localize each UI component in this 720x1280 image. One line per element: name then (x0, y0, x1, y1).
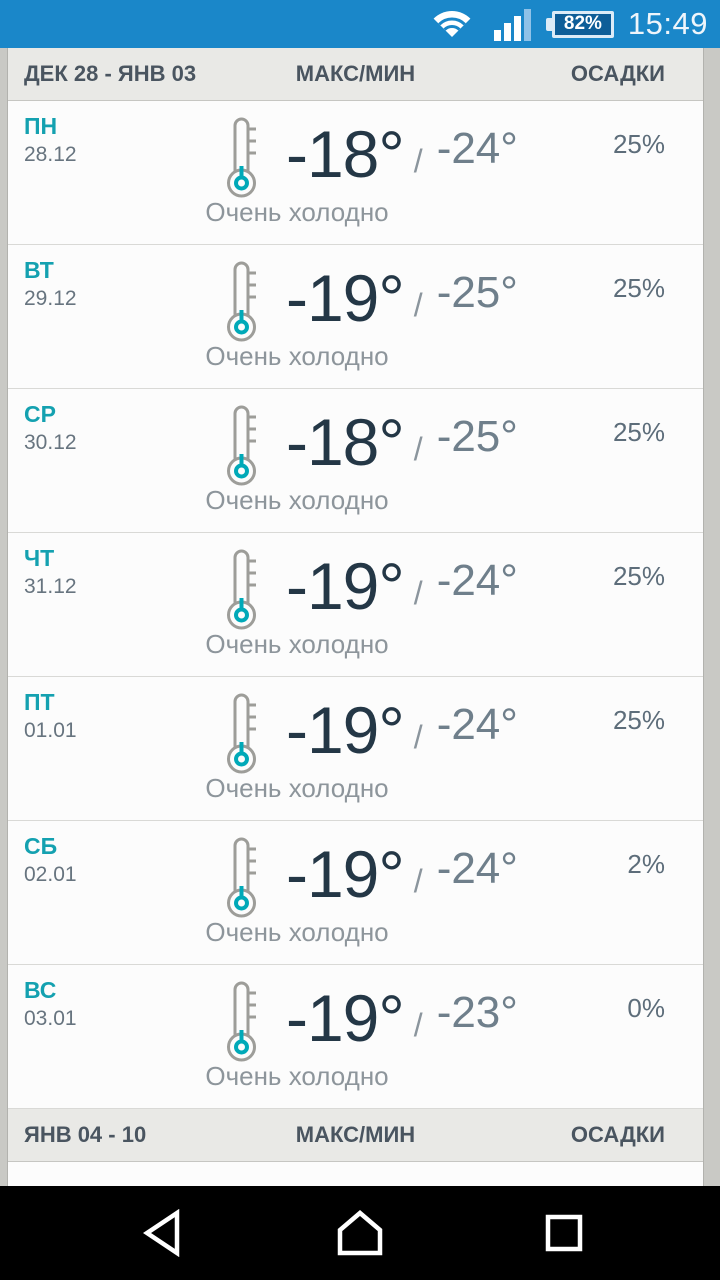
battery-percent: 82% (563, 13, 602, 34)
thermometer-icon (227, 117, 256, 198)
max-temperature: -19° (286, 693, 405, 767)
day-abbrev: ВТ (24, 257, 54, 283)
status-bar: 82% 15:49 (0, 0, 720, 48)
day-abbrev: СР (24, 401, 56, 427)
home-button[interactable] (330, 1186, 390, 1280)
day-date: 02.01 (24, 863, 77, 886)
forecast-day-row[interactable]: ПН 28.12 -18° / -24° Очень холодно 25% (8, 101, 703, 245)
forecast-screen: ДЕК 28 - ЯНВ 03 МАКС/МИН ОСАДКИ ПН 28.12… (7, 48, 704, 1186)
day-abbrev: СБ (24, 833, 58, 859)
min-temperature: -24° (436, 556, 518, 605)
forecast-day-row[interactable]: СР 30.12 -18° / -25° Очень холодно 25% (8, 389, 703, 533)
condition-text: Очень холодно (205, 629, 389, 659)
back-icon (143, 1209, 180, 1257)
date-range-label: ДЕК 28 - ЯНВ 03 (24, 61, 197, 86)
condition-text: Очень холодно (205, 341, 389, 371)
temperature-line: -19° / -24° (222, 677, 518, 776)
recents-icon (545, 1214, 583, 1252)
temp-separator: / (413, 719, 423, 755)
condition-text: Очень холодно (205, 1061, 389, 1091)
day-abbrev: ПН (24, 113, 58, 139)
forecast-day-row[interactable]: ВТ 29.12 -19° / -25° Очень холодно 25% (8, 245, 703, 389)
thermometer-icon (227, 261, 256, 342)
day-date: 03.01 (24, 1007, 77, 1030)
day-abbrev: ПТ (24, 689, 55, 715)
min-temperature: -23° (436, 988, 518, 1037)
day-date: 31.12 (24, 575, 77, 598)
temp-separator: / (413, 575, 423, 611)
day-date: 29.12 (24, 287, 77, 310)
battery-indicator: 82% (545, 10, 614, 38)
signal-strength-icon (493, 9, 531, 41)
min-temperature: -24° (436, 124, 518, 173)
day-abbrev: ЧТ (24, 545, 55, 571)
forecast-day-row[interactable]: ПТ 01.01 -19° / -24° Очень холодно 25% (8, 677, 703, 821)
temperature-line: -19° / -23° (222, 965, 518, 1064)
precipitation-value: 25% (612, 417, 665, 447)
wifi-icon (433, 10, 471, 38)
day-date: 28.12 (24, 143, 77, 166)
temp-separator: / (413, 431, 423, 467)
thermometer-icon (227, 981, 256, 1062)
status-clock: 15:49 (627, 6, 708, 41)
forecast-day-row[interactable]: ВС 03.01 -19° / -23° Очень холодно 0% (8, 965, 703, 1109)
forecast-day-row[interactable]: СБ 02.01 -19° / -24° Очень холодно 2% (8, 821, 703, 965)
condition-text: Очень холодно (205, 917, 389, 947)
min-temperature: -24° (436, 844, 518, 893)
temperature-line: -19° / -24° (222, 533, 518, 632)
max-temperature: -19° (286, 261, 405, 335)
forecast-rows-list: ПН 28.12 -18° / -24° Очень холодно 25% В… (8, 101, 703, 1109)
recents-button[interactable] (534, 1186, 594, 1280)
temp-separator: / (413, 287, 423, 323)
temp-column-header: МАКС/МИН (295, 61, 416, 86)
temperature-line: -19° / -24° (222, 821, 518, 920)
temp-separator: / (413, 863, 423, 899)
max-temperature: -19° (286, 549, 405, 623)
day-date: 01.01 (24, 719, 77, 742)
precipitation-value: 2% (627, 849, 665, 879)
home-icon (337, 1210, 383, 1256)
min-temperature: -24° (436, 700, 518, 749)
android-nav-bar (0, 1186, 720, 1280)
condition-text: Очень холодно (205, 485, 389, 515)
week-section-header-2: ЯНВ 04 - 10 МАКС/МИН ОСАДКИ (8, 1109, 703, 1162)
max-temperature: -19° (286, 837, 405, 911)
temperature-line: -19° / -25° (222, 245, 518, 344)
precipitation-value: 25% (612, 273, 665, 303)
next-week-row-partial (8, 1162, 703, 1186)
precipitation-value: 25% (612, 705, 665, 735)
day-abbrev: ВС (24, 977, 57, 1003)
thermometer-icon (227, 549, 256, 630)
min-temperature: -25° (436, 268, 518, 317)
precipitation-value: 25% (612, 561, 665, 591)
temp-separator: / (413, 143, 423, 179)
condition-text: Очень холодно (205, 773, 389, 803)
temp-column-header: МАКС/МИН (295, 1122, 416, 1147)
condition-text: Очень холодно (205, 197, 389, 227)
thermometer-icon (227, 837, 256, 918)
max-temperature: -18° (286, 117, 405, 191)
back-button[interactable] (132, 1186, 192, 1280)
precipitation-value: 25% (612, 129, 665, 159)
date-range-label: ЯНВ 04 - 10 (24, 1122, 147, 1147)
precipitation-value: 0% (627, 993, 665, 1023)
min-temperature: -25° (436, 412, 518, 461)
temp-separator: / (413, 1007, 423, 1043)
max-temperature: -18° (286, 405, 405, 479)
max-temperature: -19° (286, 981, 405, 1055)
precip-column-header: ОСАДКИ (570, 61, 665, 86)
thermometer-icon (227, 693, 256, 774)
precip-column-header: ОСАДКИ (570, 1122, 665, 1147)
day-date: 30.12 (24, 431, 77, 454)
week-section-header-1: ДЕК 28 - ЯНВ 03 МАКС/МИН ОСАДКИ (8, 48, 703, 101)
temperature-line: -18° / -25° (222, 389, 518, 488)
temperature-line: -18° / -24° (222, 101, 518, 200)
forecast-day-row[interactable]: ЧТ 31.12 -19° / -24° Очень холодно 25% (8, 533, 703, 677)
battery-nub-icon (545, 17, 552, 31)
thermometer-icon (227, 405, 256, 486)
